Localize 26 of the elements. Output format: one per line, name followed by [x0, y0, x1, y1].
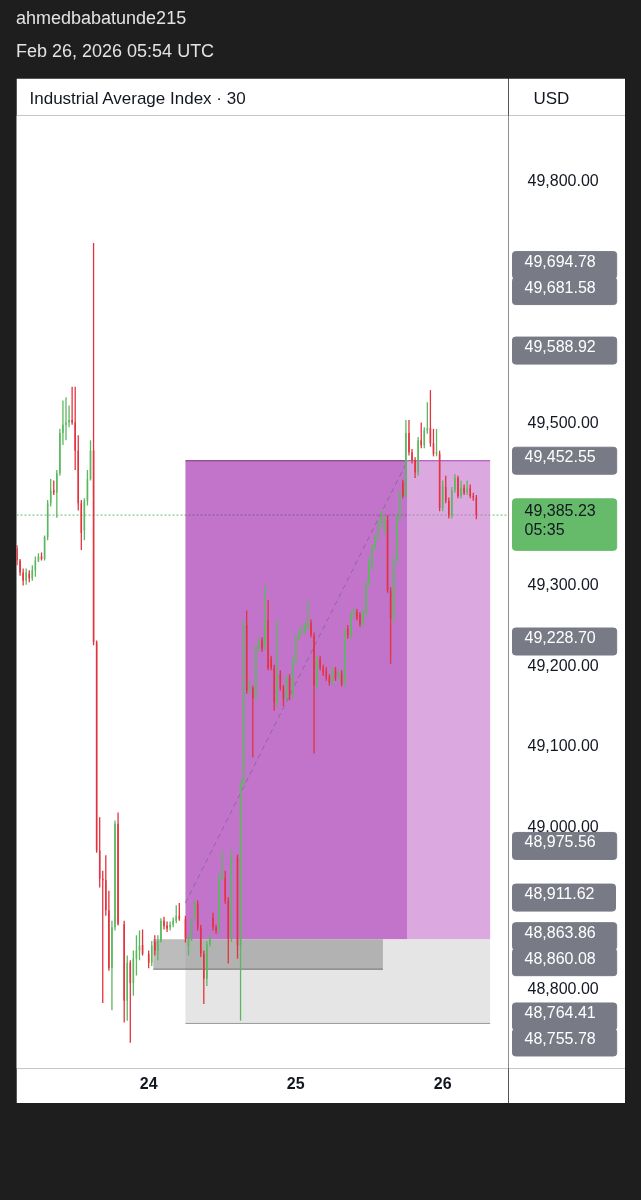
y-tick-label: 49,200.00: [527, 656, 599, 674]
y-tick-label: 49,300.00: [527, 575, 599, 593]
text: 49,588.92: [524, 338, 596, 356]
text: ahmedbabatunde215: [16, 8, 187, 28]
ref-line-label: 49,385.23 05:35: [524, 501, 596, 539]
y-tick-label: 49,000.00: [527, 818, 599, 836]
text: 48,755.78: [524, 1029, 596, 1047]
x-tick-label: 24: [139, 1074, 158, 1092]
text: Feb 26, 2026 05:54 UTC: [16, 41, 215, 61]
text: 49,228.70: [524, 629, 596, 647]
text: 48,764.41: [524, 1003, 596, 1021]
text: 49,452.55: [524, 448, 596, 466]
text: 49,694.78: [524, 252, 596, 270]
y-tick-label: 49,800.00: [527, 172, 599, 190]
text: 49,681.58: [524, 278, 596, 296]
text: 48,911.62: [524, 885, 595, 903]
y-tick-label: 48,800.00: [527, 979, 599, 997]
y-tick-label: 49,100.00: [527, 737, 599, 755]
chart-title: Industrial Average Index · 30: [29, 89, 246, 108]
text: USD: [533, 89, 570, 108]
text: 48,860.08: [524, 949, 596, 967]
x-tick-label: 25: [286, 1074, 305, 1092]
x-tick-label: 26: [433, 1074, 452, 1092]
y-tick-label: 49,500.00: [527, 414, 599, 432]
text: 48,975.56: [524, 833, 596, 851]
text: 48,863.86: [524, 923, 596, 941]
